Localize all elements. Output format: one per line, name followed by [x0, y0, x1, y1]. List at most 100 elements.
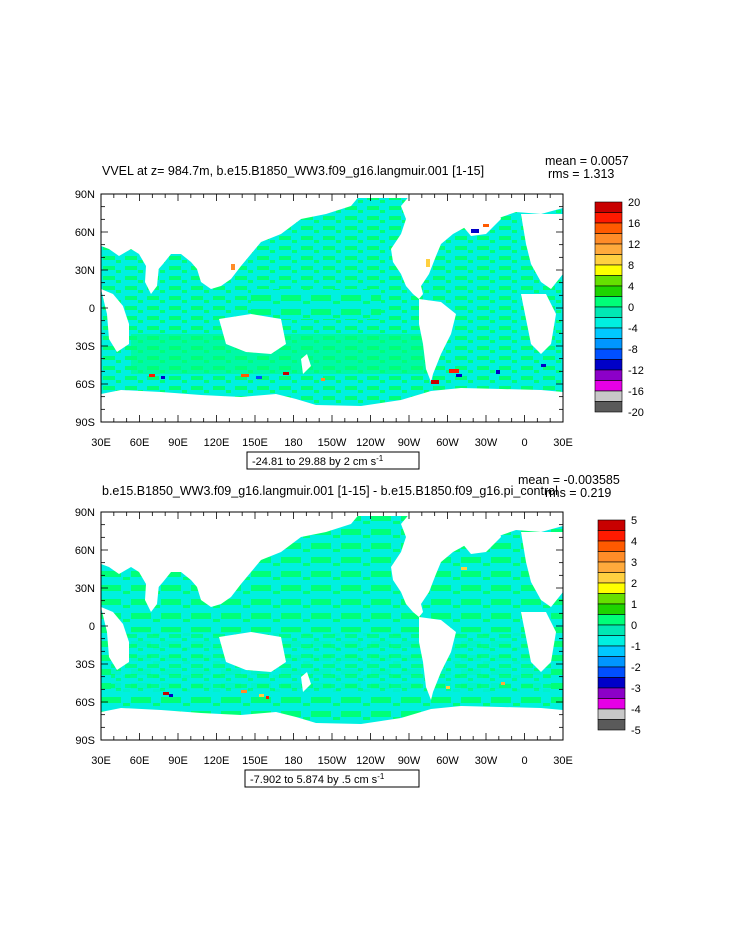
colorbar-1: 20 16 12 8 4 0 -4 -8 -12 -16 -20 [594, 197, 644, 419]
colorbar-label: -8 [628, 344, 638, 356]
colorbar-swatch [594, 306, 623, 318]
lat-axis-1: 90N 60N 30N 0 30S 60S 90S [75, 189, 95, 429]
lon-label: 90W [398, 755, 421, 767]
colorbar-label: -20 [628, 407, 644, 419]
colorbar-swatch [594, 369, 623, 381]
colorbar-swatch [597, 719, 626, 731]
units-sup-2: -1 [377, 772, 385, 781]
lat-label: 30N [75, 583, 95, 595]
colorbar-label: -3 [631, 683, 641, 695]
colorbar-label: -2 [631, 662, 641, 674]
lon-label: 60W [436, 755, 459, 767]
colorbar-label: -5 [631, 725, 641, 737]
colorbar-swatch [597, 519, 626, 531]
colorbar-swatch [597, 645, 626, 657]
lat-label: 90N [75, 507, 95, 519]
lon-label: 60E [130, 437, 150, 449]
map-2 [101, 510, 563, 740]
lat-label: 60S [75, 697, 95, 709]
lon-label: 0 [521, 755, 527, 767]
range-box-2 [244, 769, 420, 788]
colorbar-swatch [597, 603, 626, 615]
lat-label: 30N [75, 265, 95, 277]
colorbar-swatch [594, 212, 623, 224]
colorbar-swatch [597, 572, 626, 584]
lon-label: 30W [475, 755, 498, 767]
panel1-mean: mean = 0.0057 [545, 154, 629, 168]
lon-label: 30W [475, 437, 498, 449]
lat-label: 90S [75, 735, 95, 747]
colorbar-swatch [594, 243, 623, 255]
colorbar-label: 4 [628, 281, 634, 293]
units-sup-1: -1 [376, 454, 384, 463]
colorbar-label: 8 [628, 260, 634, 272]
colorbar-swatch [594, 327, 623, 339]
colorbar-label: -1 [631, 641, 641, 653]
colorbar-swatch [594, 380, 623, 392]
colorbar-swatch [597, 593, 626, 605]
colorbar-swatch [594, 264, 623, 276]
colorbar-swatch [597, 698, 626, 710]
lat-label: 0 [89, 621, 95, 633]
lat-label: 90S [75, 417, 95, 429]
lon-label: 120W [356, 755, 385, 767]
lat-label: 30S [75, 341, 95, 353]
colorbar-swatch [594, 254, 623, 266]
colorbar-label: 20 [628, 197, 640, 209]
range-text-2: -7.902 to 5.874 by .5 cm s [250, 774, 378, 786]
colorbar-swatch [594, 390, 623, 402]
lon-label: 30E [553, 437, 573, 449]
colorbar-swatch [594, 222, 623, 234]
lon-label: 150E [242, 437, 268, 449]
colorbar-swatch [597, 561, 626, 573]
colorbar-2: 5 4 3 2 1 0 -1 -2 -3 -4 -5 [597, 515, 641, 737]
lon-label: 30E [91, 755, 111, 767]
anomaly-spots-1 [149, 224, 546, 384]
lon-label: 90W [398, 437, 421, 449]
colorbar-swatch [597, 687, 626, 699]
colorbar-swatch [594, 296, 623, 308]
lon-label: 150W [318, 755, 347, 767]
colorbar-label: -12 [628, 365, 644, 377]
lon-label: 150W [318, 437, 347, 449]
colorbar-swatch [597, 614, 626, 626]
colorbar-swatch [594, 401, 623, 413]
lon-label: 60E [130, 755, 150, 767]
lon-label: 120E [204, 755, 230, 767]
colorbar-swatch [594, 275, 623, 287]
colorbar-label: 16 [628, 218, 640, 230]
colorbar-swatch [594, 285, 623, 297]
colorbar-swatch [597, 582, 626, 594]
colorbar-label: 2 [631, 578, 637, 590]
colorbar-swatch [594, 317, 623, 329]
panel-2: b.e15.B1850_WW3.f09_g16.langmuir.001 [1-… [75, 473, 641, 788]
lon-axis-2: 30E 60E 90E 120E 150E 180 150W 120W 90W … [91, 755, 573, 767]
lat-label: 60N [75, 545, 95, 557]
colorbar-label: 3 [631, 557, 637, 569]
colorbar-swatch [597, 708, 626, 720]
lon-label: 90E [168, 437, 188, 449]
panel2-title: b.e15.B1850_WW3.f09_g16.langmuir.001 [1-… [102, 484, 558, 498]
lon-axis-1: 30E 60E 90E 120E 150E 180 150W 120W 90W … [91, 437, 573, 449]
colorbar-label: 0 [631, 620, 637, 632]
lat-label: 90N [75, 189, 95, 201]
lat-label: 60N [75, 227, 95, 239]
colorbar-swatch [597, 677, 626, 689]
colorbar-label: 5 [631, 515, 637, 527]
panel1-rms: rms = 1.313 [548, 167, 614, 181]
panel1-title: VVEL at z= 984.7m, b.e15.B1850_WW3.f09_g… [102, 164, 484, 178]
map-1 [101, 192, 563, 422]
colorbar-label: -4 [631, 704, 641, 716]
axis-ticks [100, 193, 564, 741]
colorbar-swatch [594, 359, 623, 371]
panel-1: VVEL at z= 984.7m, b.e15.B1850_WW3.f09_g… [75, 154, 644, 470]
lon-label: 60W [436, 437, 459, 449]
colorbar-swatch [597, 624, 626, 636]
lon-label: 90E [168, 755, 188, 767]
colorbar-swatch [597, 656, 626, 668]
colorbar-swatch [594, 233, 623, 245]
colorbar-swatch [597, 551, 626, 563]
lon-label: 180 [284, 755, 302, 767]
colorbar-swatch [597, 540, 626, 552]
